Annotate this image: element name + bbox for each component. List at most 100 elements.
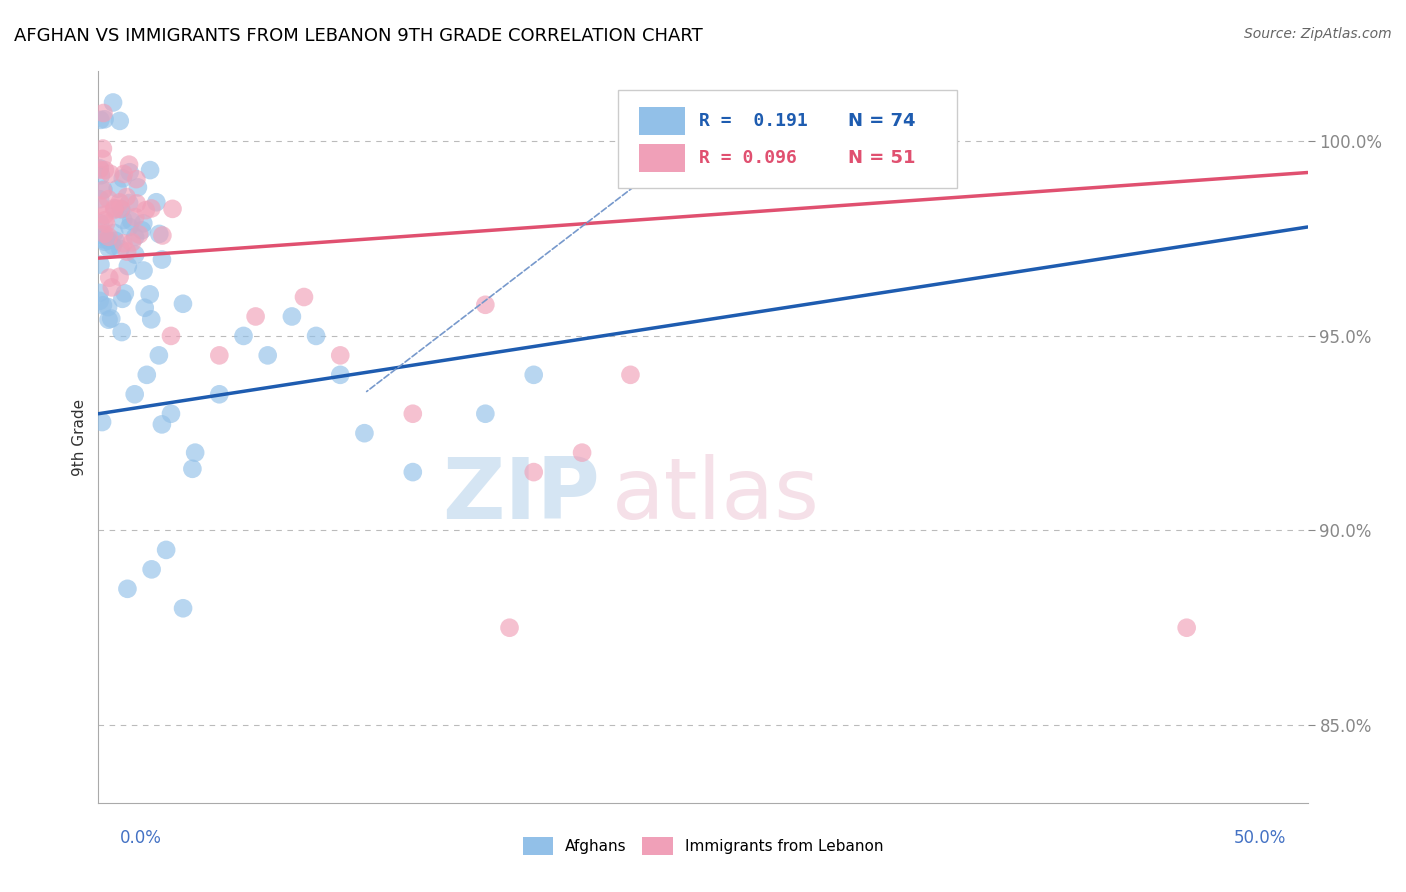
Text: N = 74: N = 74 [848,112,915,130]
Point [94,213,117,227]
Point [160,329,183,343]
Point [120,214,142,228]
Point [281,310,304,324]
Point [110,242,132,256]
Point [172,297,194,311]
Point [245,310,267,324]
Point [329,348,352,362]
Point [108,195,131,210]
Point [103,202,125,217]
Point [141,202,163,216]
Text: N = 51: N = 51 [848,149,915,167]
Point [474,407,496,421]
Point [93,227,115,241]
Point [117,582,139,596]
Point [138,287,160,301]
Point [110,202,132,216]
Point [108,114,131,128]
Point [523,368,546,382]
Point [150,252,173,267]
Point [93,106,115,120]
Point [118,196,141,211]
Point [132,263,155,277]
Point [402,407,425,421]
Point [329,368,352,382]
Point [94,163,117,178]
Point [208,387,231,401]
Point [115,190,138,204]
Point [104,202,127,216]
Point [103,201,125,215]
Point [112,213,135,227]
Point [141,562,163,576]
Text: ZIP: ZIP [443,454,600,537]
Point [135,368,157,382]
Text: atlas: atlas [613,454,820,537]
Point [91,415,114,429]
Point [97,241,120,255]
Point [353,426,375,441]
Point [97,192,120,206]
Text: 50.0%: 50.0% [1234,829,1286,847]
Point [112,236,135,251]
Point [111,171,134,186]
Bar [638,107,685,135]
Point [402,465,425,479]
Point [111,325,134,339]
Point [1175,621,1198,635]
Point [135,203,157,218]
Point [107,182,129,196]
Legend: Afghans, Immigrants from Lebanon: Afghans, Immigrants from Lebanon [516,831,890,861]
Point [152,228,174,243]
Point [121,235,143,250]
Y-axis label: 9th Grade: 9th Grade [72,399,87,475]
Text: AFGHAN VS IMMIGRANTS FROM LEBANON 9TH GRADE CORRELATION CHART: AFGHAN VS IMMIGRANTS FROM LEBANON 9TH GR… [14,27,703,45]
Point [172,601,194,615]
Point [181,462,204,476]
Point [89,285,111,300]
Point [162,202,184,216]
Point [91,298,114,312]
Point [91,183,114,197]
Point [94,217,117,231]
Point [184,445,207,459]
Point [150,417,173,432]
Point [91,152,114,166]
Point [110,202,132,217]
Point [115,244,138,259]
Point [124,210,146,224]
Point [93,112,115,127]
Point [112,167,135,181]
Point [305,329,328,343]
Point [523,465,546,479]
FancyBboxPatch shape [619,90,957,188]
Point [97,233,120,247]
Text: Source: ZipAtlas.com: Source: ZipAtlas.com [1244,27,1392,41]
Point [97,230,120,244]
Point [124,230,146,244]
Point [94,235,117,249]
Point [89,216,111,230]
Point [89,293,111,308]
Point [98,167,121,181]
Point [91,142,114,156]
Point [94,208,117,222]
Point [103,226,125,240]
Point [619,368,641,382]
Point [474,298,496,312]
Point [127,180,149,194]
Point [148,227,170,241]
Point [498,621,520,635]
Point [91,227,114,242]
Point [118,220,141,235]
Point [124,247,146,261]
Point [134,301,156,315]
Point [91,232,114,246]
Point [256,348,278,362]
Point [571,445,593,459]
Point [139,163,162,178]
Point [89,112,111,127]
Point [125,172,148,186]
Point [131,223,153,237]
Point [292,290,315,304]
